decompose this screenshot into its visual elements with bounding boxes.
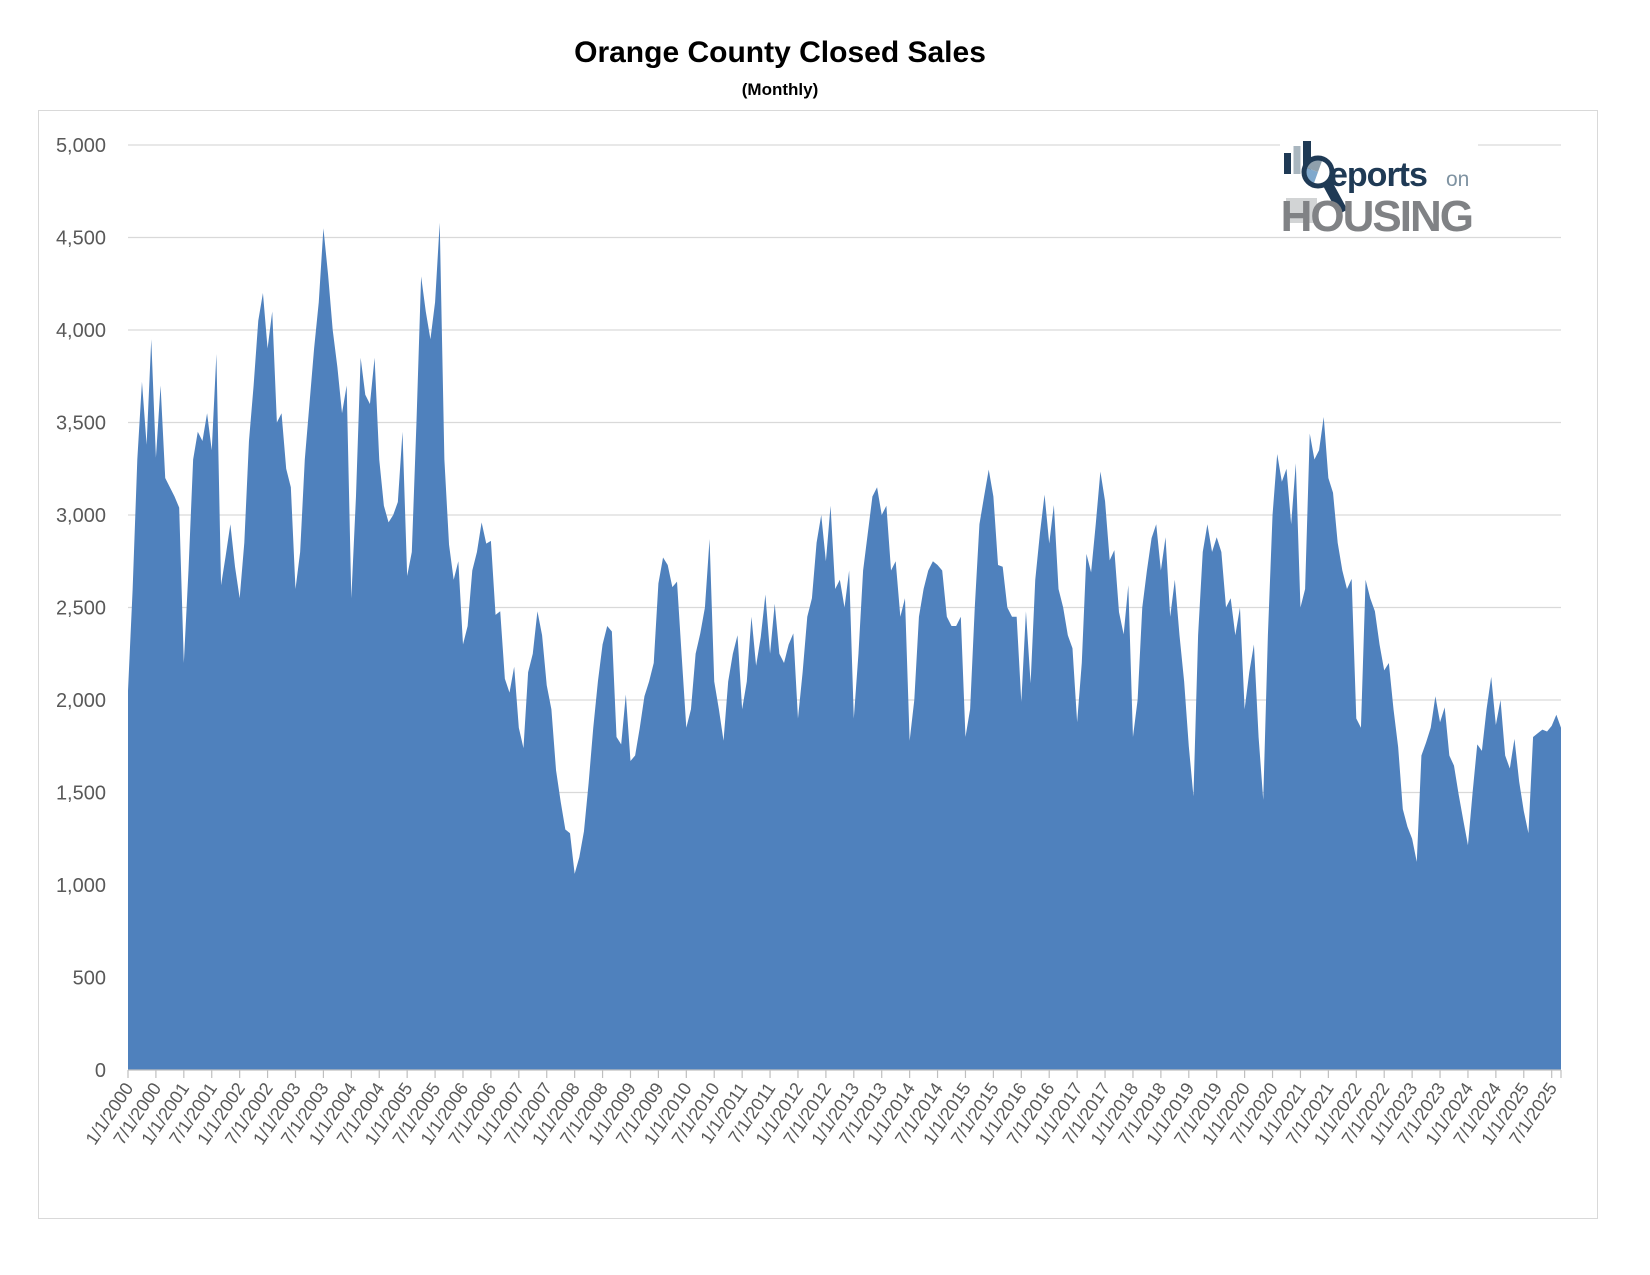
y-axis-labels: 5,000 4,500 4,000 3,500 3,000 2,500 2,000 1,500… [56, 135, 106, 1082]
y-tick-label: 5,000 [56, 135, 106, 157]
y-tick-label: 2,000 [56, 690, 106, 712]
y-tick-label: 4,500 [56, 228, 106, 250]
y-tick-label: 1,000 [56, 875, 106, 897]
y-tick-label: 0 [95, 1060, 106, 1082]
y-tick-label: 3,500 [56, 413, 106, 435]
area-series [128, 222, 1561, 1070]
logo-bar-icon [1284, 153, 1291, 174]
x-axis-labels: 1/1/20007/1/20001/1/20017/1/20011/1/2002… [82, 1079, 1561, 1148]
reports-on-housing-logo: eports on HOUSING [1280, 138, 1478, 241]
logo-bar-icon [1293, 146, 1301, 174]
axes [127, 1069, 1562, 1078]
logo-housing-text: HOUSING [1281, 192, 1472, 241]
logo-bar-icon [1303, 141, 1311, 174]
magnifier-handle-icon [1323, 181, 1348, 215]
logo-reports-text: eports [1329, 156, 1427, 194]
y-tick-label: 2,500 [56, 598, 106, 620]
chart-subtitle: (Monthly) [741, 80, 819, 99]
y-tick-label: 3,000 [56, 505, 106, 527]
logo-on-text: on [1446, 168, 1469, 191]
area-polygon [128, 222, 1561, 1070]
chart-title: Orange County Closed Sales [574, 36, 986, 69]
logo-square [1286, 198, 1317, 223]
y-tick-label: 1,500 [56, 783, 106, 805]
magnifier-lens-icon [1301, 155, 1335, 189]
y-tick-label: 4,000 [56, 320, 106, 342]
y-tick-label: 500 [73, 968, 106, 990]
